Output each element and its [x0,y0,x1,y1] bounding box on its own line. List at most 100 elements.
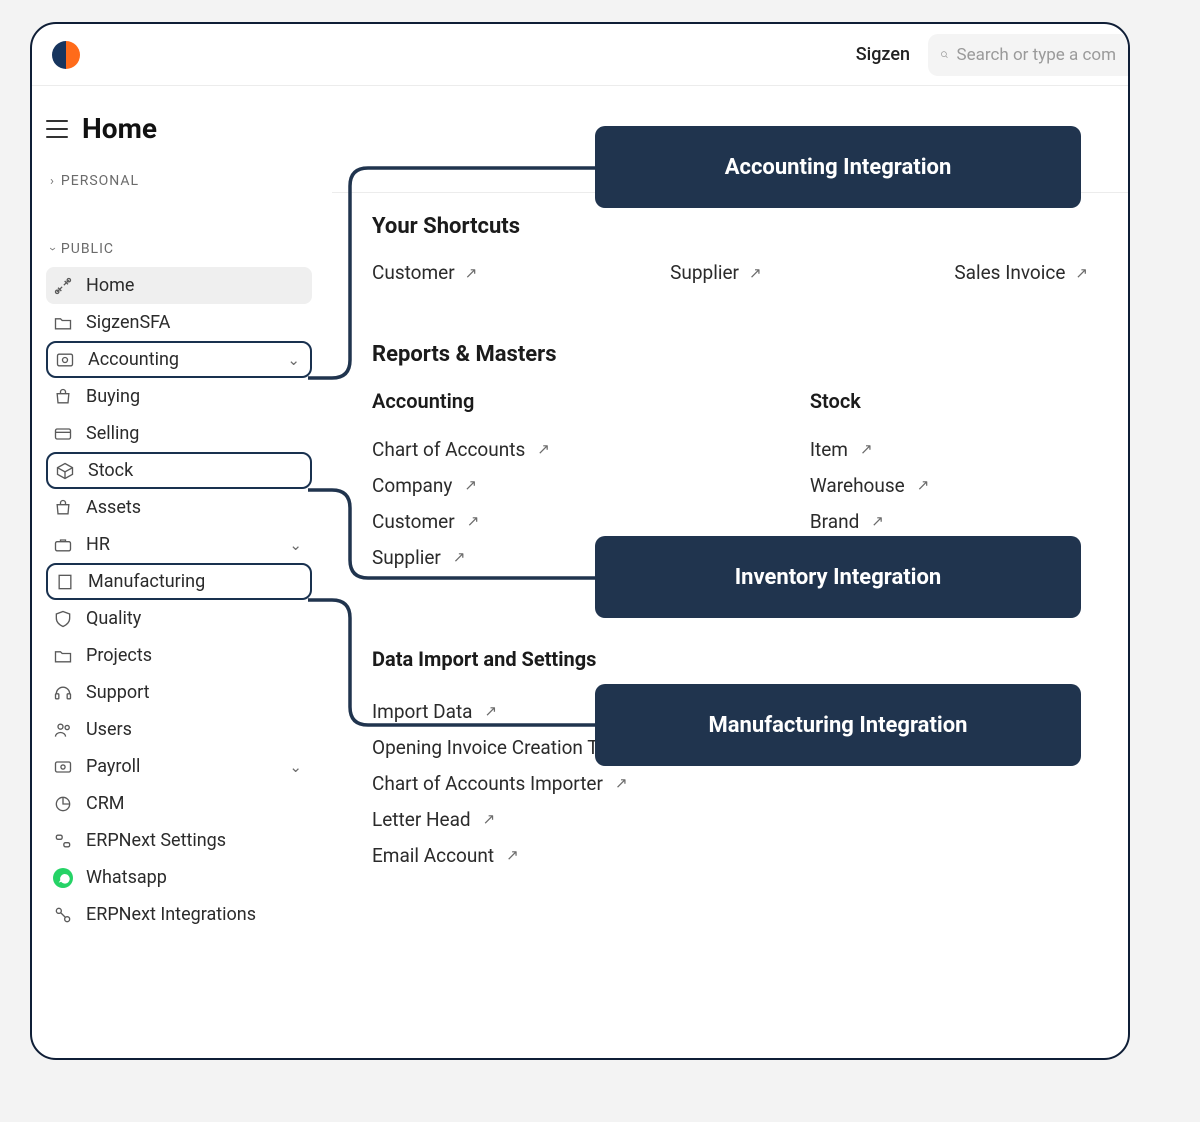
callout-manufacturing: Manufacturing Integration [595,684,1081,766]
whatsapp-icon [52,867,74,889]
nav-label: Projects [86,645,152,666]
callout-label: Manufacturing Integration [709,713,968,738]
link-label: Supplier [372,546,441,569]
shortcut-sales-invoice[interactable]: Sales Invoice↗ [954,261,1088,284]
callout-label: Inventory Integration [735,565,942,590]
link-email-account[interactable]: Email Account↗ [372,837,1128,873]
nav-support[interactable]: Support [46,674,312,711]
nav-sigzensfa[interactable]: SigzenSFA [46,304,312,341]
chevron-down-icon: › [45,247,60,252]
chevron-down-icon: ⌄ [287,351,300,369]
nav-whatsapp[interactable]: Whatsapp [46,859,312,896]
nav-manufacturing[interactable]: Manufacturing [46,563,312,600]
arrow-icon: ↗ [483,810,496,828]
briefcase-icon [52,534,74,556]
callout-label: Accounting Integration [725,155,952,180]
nav-stock[interactable]: Stock [46,452,312,489]
menu-icon[interactable] [46,120,68,138]
section-personal[interactable]: › PERSONAL [50,173,312,189]
data-import-title: Data Import and Settings [372,647,1128,671]
arrow-icon: ↗ [615,774,628,792]
nav-label: Manufacturing [88,571,205,592]
accounting-icon [54,349,76,371]
arrow-icon: ↗ [860,440,873,458]
link-supplier[interactable]: Supplier ↗ [372,539,550,575]
settings-icon [52,830,74,852]
search-input[interactable]: Search or type a com [928,34,1128,76]
arrow-icon: ↗ [871,512,884,530]
nav-home[interactable]: Home [46,267,312,304]
bag-icon [52,497,74,519]
link-label: Company [372,474,452,497]
app-logo [52,41,80,69]
link-letter-head[interactable]: Letter Head ↗ [372,801,1128,837]
section-label: PERSONAL [61,173,139,189]
link-label: Chart of Accounts Importer [372,772,603,795]
shortcut-customer[interactable]: Customer ↗ [372,261,477,284]
building-icon [54,571,76,593]
nav-users[interactable]: Users [46,711,312,748]
link-item[interactable]: Item ↗ [810,431,929,467]
nav-erpnext-settings[interactable]: ERPNext Settings [46,822,312,859]
nav-selling[interactable]: Selling [46,415,312,452]
link-label: Brand [810,510,859,533]
nav-erpnext-integrations[interactable]: ERPNext Integrations [46,896,312,933]
folder-icon [52,312,74,334]
sidebar: Home › PERSONAL › PUBLIC Home SigzenSFA [32,86,332,1058]
link-warehouse[interactable]: Warehouse↗ [810,467,929,503]
search-placeholder: Search or type a com [957,45,1116,65]
arrow-icon: ↗ [1075,264,1088,282]
arrow-icon: ↗ [453,548,466,566]
nav-buying[interactable]: Buying [46,378,312,415]
nav-projects[interactable]: Projects [46,637,312,674]
section-label: PUBLIC [61,241,114,257]
link-company[interactable]: Company↗ [372,467,550,503]
nav-crm[interactable]: CRM [46,785,312,822]
nav-label: Users [86,719,132,740]
link-label: Letter Head [372,808,471,831]
stock-col-title: Stock [810,389,929,413]
box-icon [54,460,76,482]
folder-icon [52,645,74,667]
link-coa-importer[interactable]: Chart of Accounts Importer ↗ [372,765,1128,801]
arrow-icon: ↗ [917,476,930,494]
nav-label: Assets [86,497,141,518]
nav-label: ERPNext Integrations [86,904,256,925]
nav-hr[interactable]: HR ⌄ [46,526,312,563]
tools-icon [52,275,74,297]
reports-title: Reports & Masters [372,342,1128,367]
arrow-icon: ↗ [465,264,478,282]
link-label: Import Data [372,700,473,723]
nav-accounting[interactable]: Accounting ⌄ [46,341,312,378]
user-label[interactable]: Sigzen [856,44,910,65]
nav-label: Stock [88,460,133,481]
nav-quality[interactable]: Quality [46,600,312,637]
arrow-icon: ↗ [485,702,498,720]
nav-label: Buying [86,386,140,407]
section-public[interactable]: › PUBLIC [50,241,312,257]
nav-label: CRM [86,793,125,814]
integration-icon [52,904,74,926]
nav-label: Support [86,682,150,703]
link-brand[interactable]: Brand ↗ [810,503,929,539]
money-icon [52,756,74,778]
link-label: Item [810,438,848,461]
link-label: Customer [372,510,455,533]
users-icon [52,719,74,741]
nav-payroll[interactable]: Payroll ⌄ [46,748,312,785]
nav-label: SigzenSFA [86,312,170,333]
bag-icon [52,386,74,408]
shortcut-label: Customer [372,261,455,284]
shortcut-supplier[interactable]: Supplier↗ [670,261,761,284]
arrow-icon: ↗ [749,264,762,282]
arrow-icon: ↗ [537,440,550,458]
chevron-down-icon: ⌄ [289,758,302,776]
accounting-col-title: Accounting [372,389,550,413]
nav-label: Payroll [86,756,140,777]
link-chart-of-accounts[interactable]: Chart of Accounts↗ [372,431,550,467]
chevron-down-icon: ⌄ [289,536,302,554]
link-customer[interactable]: Customer↗ [372,503,550,539]
page-title: Home [82,112,157,145]
callout-inventory: Inventory Integration [595,536,1081,618]
nav-assets[interactable]: Assets [46,489,312,526]
